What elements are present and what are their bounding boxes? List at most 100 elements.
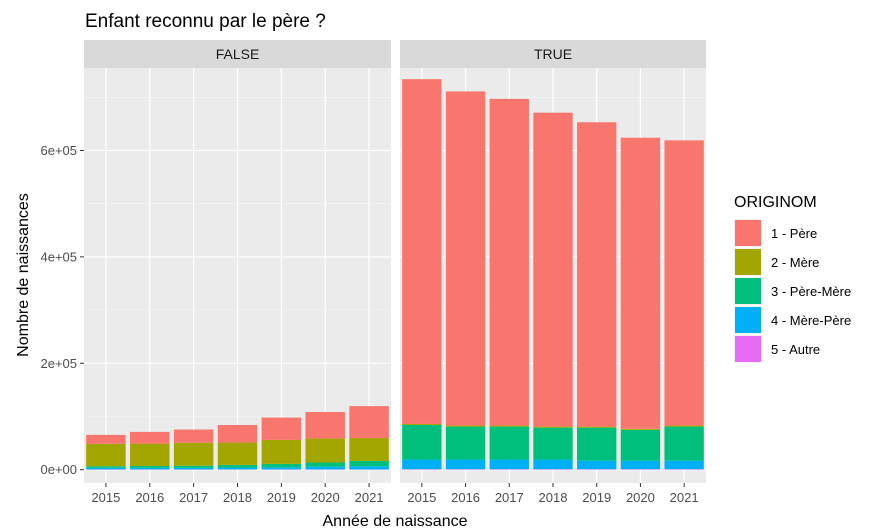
facet-strip-false — [84, 40, 391, 68]
facet-label-true: TRUE — [534, 46, 572, 62]
bar-false-2016-2 — [130, 443, 170, 466]
legend-swatch — [735, 307, 761, 333]
bar-false-2018-2 — [217, 442, 258, 465]
bar-true-2019-1 — [577, 122, 617, 427]
x-tick-label: 2015 — [91, 490, 120, 505]
y-axis-title: Nombre de naissances — [15, 193, 32, 357]
bar-false-2020-3 — [305, 462, 345, 467]
legend-label: 2 - Mère — [771, 255, 819, 270]
x-tick-label: 2020 — [311, 490, 340, 505]
chart-title: Enfant reconnu par le père ? — [85, 11, 326, 32]
x-tick-label: 2016 — [451, 490, 480, 505]
y-tick-label: 2e+05 — [40, 356, 77, 371]
bar-true-2016-2 — [445, 425, 486, 427]
bar-false-2018-3 — [217, 464, 258, 468]
x-tick-label: 2017 — [179, 490, 208, 505]
legend: 1 - Père 2 - Mère 3 - Père-Mère 4 - Mère-Pè… — [734, 219, 851, 363]
bar-false-2017-1 — [173, 429, 214, 443]
bar-true-2018-4 — [533, 459, 573, 470]
bar-true-2020-1 — [620, 137, 661, 429]
x-tick-label: 2018 — [223, 490, 252, 505]
bar-false-2016-3 — [130, 465, 170, 468]
bar-true-2020-2 — [620, 428, 661, 430]
bar-false-2019-4 — [261, 467, 302, 470]
bar-false-2020-1 — [305, 411, 345, 439]
bar-false-2021-1 — [349, 406, 389, 439]
legend-label: 4 - Mère-Père — [771, 313, 851, 328]
bar-false-2015-3 — [86, 466, 126, 468]
bar-true-2018-2 — [533, 426, 573, 428]
x-tick-label: 2015 — [407, 490, 436, 505]
x-tick-label: 2017 — [495, 490, 524, 505]
y-tick-label: 4e+05 — [40, 249, 77, 264]
bar-true-2019-3 — [577, 427, 617, 461]
bar-true-2021-5 — [664, 469, 704, 470]
bar-true-2015-1 — [402, 79, 442, 424]
bars-layer — [86, 79, 704, 470]
bar-false-2020-4 — [305, 466, 345, 470]
legend-label: 1 - Père — [771, 226, 817, 241]
x-tick-label: 2016 — [135, 490, 164, 505]
bar-true-2019-2 — [577, 426, 617, 428]
bar-false-2015-4 — [86, 467, 126, 470]
legend-swatch — [735, 249, 761, 275]
bar-true-2018-3 — [533, 427, 573, 460]
bar-false-2021-3 — [349, 460, 389, 467]
bar-true-2016-5 — [445, 469, 486, 470]
bar-true-2017-2 — [489, 425, 529, 427]
bar-false-2021-4 — [349, 466, 389, 470]
y-tick-label: 6e+05 — [40, 143, 77, 158]
bar-true-2020-5 — [620, 469, 661, 470]
legend-swatch — [735, 336, 761, 362]
bar-false-2017-4 — [173, 467, 214, 470]
bar-true-2020-3 — [620, 429, 661, 461]
legend-swatch — [735, 278, 761, 304]
bar-true-2020-4 — [620, 460, 661, 470]
bar-false-2017-3 — [173, 465, 214, 468]
bar-false-2016-1 — [130, 431, 170, 444]
y-tick-label: 0e+00 — [40, 462, 77, 477]
bar-false-2017-2 — [173, 442, 214, 466]
legend-label: 5 - Autre — [771, 342, 820, 357]
legend-label: 3 - Père-Mère — [771, 284, 851, 299]
bar-true-2018-5 — [533, 469, 573, 470]
x-tick-label: 2018 — [539, 490, 568, 505]
bar-true-2021-2 — [664, 425, 704, 427]
axes-layer: 2015 2016 2017 2018 2019 2020 2021 2015 2016 2017… — [40, 143, 698, 505]
bar-true-2016-1 — [445, 91, 486, 426]
x-tick-label: 2019 — [267, 490, 296, 505]
bar-true-2017-3 — [489, 426, 529, 460]
bar-true-2021-3 — [664, 426, 704, 461]
bar-true-2016-4 — [445, 459, 486, 470]
x-tick-label: 2019 — [582, 490, 611, 505]
bar-false-2018-4 — [217, 467, 258, 470]
bar-false-2020-2 — [305, 438, 345, 463]
bar-true-2019-4 — [577, 460, 617, 470]
bar-true-2015-4 — [402, 459, 442, 470]
bar-true-2015-2 — [402, 423, 442, 426]
bar-true-2021-1 — [664, 140, 704, 426]
facet-label-false: FALSE — [216, 46, 260, 62]
bar-true-2015-5 — [402, 469, 442, 470]
bar-false-2016-4 — [130, 467, 170, 470]
bar-false-2015-2 — [86, 443, 126, 467]
bar-true-2021-4 — [664, 460, 704, 470]
legend-title: ORIGINOM — [734, 194, 817, 211]
facet-strip-true — [400, 40, 706, 68]
bar-false-2019-3 — [261, 463, 302, 468]
bar-true-2017-1 — [489, 98, 529, 426]
bar-false-2018-1 — [217, 425, 258, 443]
legend-swatch — [735, 220, 761, 246]
bar-false-2019-2 — [261, 439, 302, 464]
bar-true-2015-3 — [402, 425, 442, 460]
x-tick-label: 2021 — [670, 490, 699, 505]
bar-true-2018-1 — [533, 112, 573, 427]
bar-true-2017-4 — [489, 459, 529, 470]
x-tick-label: 2021 — [355, 490, 384, 505]
bar-false-2019-1 — [261, 417, 302, 440]
bar-false-2021-2 — [349, 438, 389, 461]
x-tick-label: 2020 — [626, 490, 655, 505]
bar-false-2015-1 — [86, 434, 126, 444]
bar-true-2016-3 — [445, 426, 486, 460]
